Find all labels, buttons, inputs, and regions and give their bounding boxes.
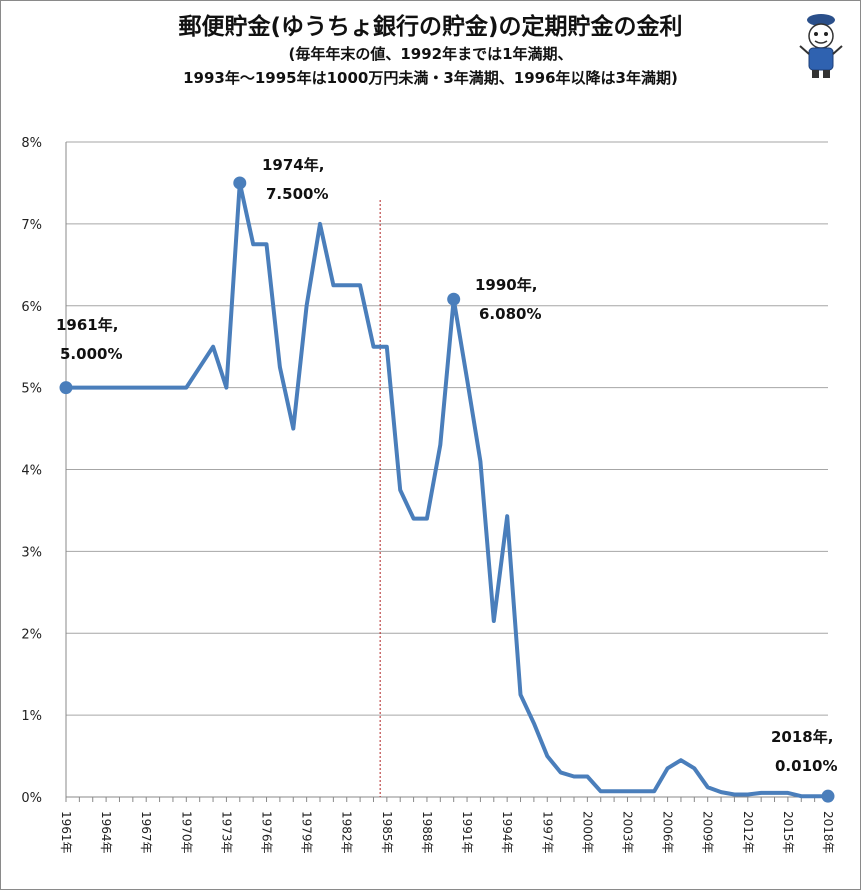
annotation-year-label: 1990年,	[475, 276, 537, 294]
y-tick-label: 0%	[21, 791, 42, 806]
x-tick-label: 1997年	[540, 811, 554, 854]
x-tick-label: 1988年	[420, 811, 434, 854]
annotations: 1961年, 5.000% 1974年, 7.500% 1990年, 6.080% 2018…	[56, 156, 837, 775]
x-tick-label: 1985年	[380, 811, 394, 854]
x-tick-label: 1976年	[260, 811, 274, 854]
x-tick-label: 1970年	[179, 811, 193, 854]
chart-subtitle-line-2: 1993年～1995年は1000万円未満・3年満期、1996年以降は3年満期)	[183, 69, 678, 87]
chart-header: 郵便貯金(ゆうちょ銀行の貯金)の定期貯金の金利 (毎年年末の値、1992年までは…	[0, 12, 861, 90]
data-point-marker	[233, 176, 247, 190]
data-point-marker	[59, 381, 73, 395]
annotation-year-label: 1974年,	[262, 156, 324, 174]
x-tick-label: 1979年	[300, 811, 314, 854]
x-tick-label: 1994年	[500, 811, 514, 854]
x-tick-label: 2012年	[741, 811, 755, 854]
x-tick-label: 1973年	[219, 811, 233, 854]
x-tick-label: 1982年	[340, 811, 354, 854]
x-tick-label: 2015年	[781, 811, 795, 854]
y-tick-label: 7%	[21, 218, 42, 233]
x-tick-label: 1964年	[99, 811, 113, 854]
y-tick-label: 5%	[21, 382, 42, 397]
chart-subtitle-line-1: (毎年年末の値、1992年までは1年満期、	[288, 45, 573, 63]
x-tick-label: 2009年	[701, 811, 715, 854]
annotation-value-label: 7.500%	[266, 185, 328, 203]
annotation-value-label: 5.000%	[60, 345, 122, 363]
x-tick-label: 1961年	[59, 811, 73, 854]
series-line	[64, 180, 830, 799]
data-point-marker	[447, 292, 461, 306]
y-tick-label: 1%	[21, 709, 42, 724]
y-tick-label: 2%	[21, 627, 42, 642]
x-tick-label: 2003年	[620, 811, 634, 854]
mascot-icon	[799, 14, 843, 78]
x-tick-label: 2018年	[821, 811, 835, 854]
y-tick-label: 3%	[21, 545, 42, 560]
data-point-marker	[821, 789, 835, 803]
series-group	[59, 176, 835, 803]
y-tick-label: 4%	[21, 464, 42, 479]
chart-title: 郵便貯金(ゆうちょ銀行の貯金)の定期貯金の金利	[178, 14, 683, 40]
x-tick-label: 2006年	[661, 811, 675, 854]
axes: 0% 1% 2% 3% 4% 5% 6% 7% 8% 1961年 1964年 1967年 1970年 19…	[21, 136, 835, 854]
gridlines	[66, 141, 828, 798]
annotation-year-label: 1961年,	[56, 316, 118, 334]
y-tick-label: 6%	[21, 300, 42, 315]
annotation-value-label: 6.080%	[479, 305, 541, 323]
annotation-value-label: 0.010%	[775, 757, 837, 775]
annotation-year-label: 2018年,	[771, 728, 833, 746]
x-tick-label: 2000年	[580, 811, 594, 854]
x-tick-label: 1967年	[139, 811, 153, 854]
x-tick-label: 1991年	[460, 811, 474, 854]
y-tick-label: 8%	[21, 136, 42, 151]
